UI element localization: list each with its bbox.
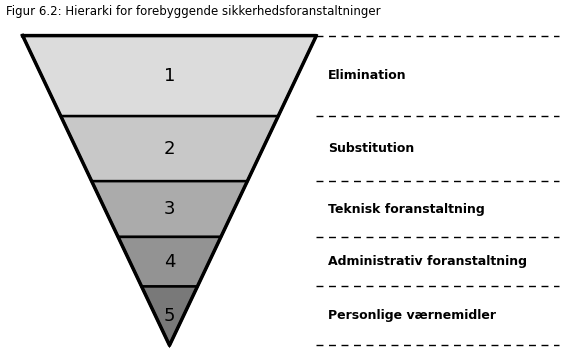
Polygon shape bbox=[118, 237, 221, 287]
Polygon shape bbox=[142, 287, 197, 345]
Text: Substitution: Substitution bbox=[328, 142, 414, 155]
Text: Personlige værnemidler: Personlige værnemidler bbox=[328, 309, 496, 323]
Polygon shape bbox=[23, 36, 316, 116]
Text: Teknisk foranstaltning: Teknisk foranstaltning bbox=[328, 203, 484, 215]
Text: 3: 3 bbox=[164, 200, 175, 218]
Polygon shape bbox=[61, 116, 278, 181]
Text: 5: 5 bbox=[164, 307, 175, 325]
Text: Figur 6.2: Hierarki for forebyggende sikkerhedsforanstaltninger: Figur 6.2: Hierarki for forebyggende sik… bbox=[6, 5, 380, 19]
Text: Administrativ foranstaltning: Administrativ foranstaltning bbox=[328, 255, 527, 268]
Polygon shape bbox=[92, 181, 247, 237]
Text: Elimination: Elimination bbox=[328, 69, 406, 82]
Text: 1: 1 bbox=[164, 67, 175, 85]
Text: 2: 2 bbox=[164, 140, 175, 158]
Text: 4: 4 bbox=[164, 253, 175, 271]
